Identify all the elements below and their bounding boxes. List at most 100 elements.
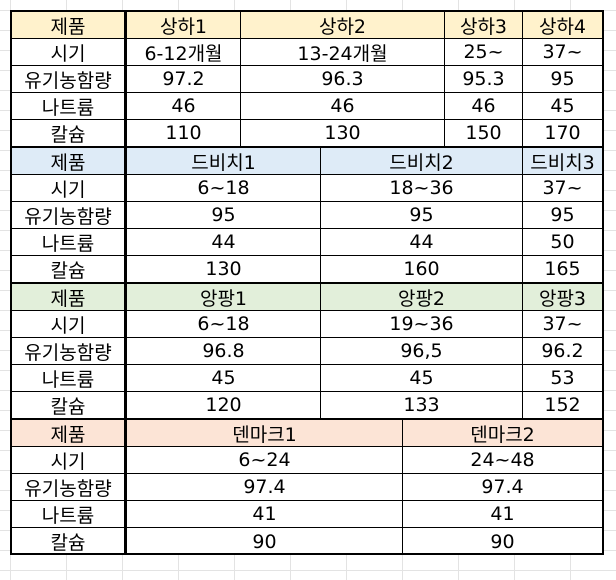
- angpang-calcium-1[interactable]: 120: [126, 392, 320, 418]
- organic-label[interactable]: 유기농함량: [12, 338, 126, 364]
- dbichi-period-row: 시기 6~18 18~36 37~: [12, 175, 602, 202]
- denmark-organic-1[interactable]: 97.4: [126, 474, 402, 500]
- shanghai-organic-row: 유기농함량 97.2 96.3 95.3 95: [12, 66, 602, 93]
- angpang-organic-2[interactable]: 96,5: [320, 338, 522, 364]
- calcium-label[interactable]: 칼슘: [12, 528, 126, 555]
- dbichi-organic-3[interactable]: 95: [522, 202, 602, 228]
- denmark-product-1[interactable]: 덴마크1: [126, 420, 402, 446]
- angpang-calcium-2[interactable]: 133: [320, 392, 522, 418]
- dbichi-organic-1[interactable]: 95: [126, 202, 320, 228]
- angpang-calcium-row: 칼슘 120 133 152: [12, 392, 602, 420]
- dbichi-organic-row: 유기농함량 95 95 95: [12, 202, 602, 229]
- organic-label[interactable]: 유기농함량: [12, 474, 126, 500]
- calcium-label[interactable]: 칼슘: [12, 256, 126, 282]
- denmark-sodium-1[interactable]: 41: [126, 501, 402, 527]
- angpang-product-3[interactable]: 앙팡3: [522, 284, 602, 310]
- dbichi-product-1[interactable]: 드비치1: [126, 148, 320, 174]
- angpang-period-2[interactable]: 19~36: [320, 311, 522, 337]
- shanghai-organic-4[interactable]: 95: [522, 66, 602, 92]
- angpang-sodium-3[interactable]: 53: [522, 365, 602, 391]
- shanghai-period-2[interactable]: 13-24개월: [240, 39, 444, 65]
- shanghai-product-4[interactable]: 상하4: [522, 12, 602, 38]
- shanghai-calcium-4[interactable]: 170: [522, 120, 602, 146]
- dbichi-period-3[interactable]: 37~: [522, 175, 602, 201]
- dbichi-sodium-1[interactable]: 44: [126, 229, 320, 255]
- calcium-label[interactable]: 칼슘: [12, 392, 126, 418]
- dbichi-calcium-3[interactable]: 165: [522, 256, 602, 282]
- angpang-product-1[interactable]: 앙팡1: [126, 284, 320, 310]
- period-label[interactable]: 시기: [12, 447, 126, 473]
- angpang-period-1[interactable]: 6~18: [126, 311, 320, 337]
- denmark-product-2[interactable]: 덴마크2: [402, 420, 602, 446]
- shanghai-sodium-4[interactable]: 45: [522, 93, 602, 119]
- angpang-organic-row: 유기농함량 96.8 96,5 96.2: [12, 338, 602, 365]
- denmark-period-2[interactable]: 24~48: [402, 447, 602, 473]
- dbichi-product-row: 제품 드비치1 드비치2 드비치3: [12, 148, 602, 175]
- shanghai-product-3[interactable]: 상하3: [444, 12, 522, 38]
- denmark-sodium-row: 나트륨 41 41: [12, 501, 602, 528]
- period-label[interactable]: 시기: [12, 311, 126, 337]
- angpang-period-3[interactable]: 37~: [522, 311, 602, 337]
- denmark-sodium-2[interactable]: 41: [402, 501, 602, 527]
- shanghai-sodium-2[interactable]: 46: [240, 93, 444, 119]
- dbichi-sodium-2[interactable]: 44: [320, 229, 522, 255]
- dbichi-product-3[interactable]: 드비치3: [522, 148, 602, 174]
- angpang-sodium-1[interactable]: 45: [126, 365, 320, 391]
- shanghai-calcium-3[interactable]: 150: [444, 120, 522, 146]
- product-label[interactable]: 제품: [12, 284, 126, 310]
- denmark-organic-2[interactable]: 97.4: [402, 474, 602, 500]
- angpang-sodium-row: 나트륨 45 45 53: [12, 365, 602, 392]
- dbichi-product-2[interactable]: 드비치2: [320, 148, 522, 174]
- denmark-period-1[interactable]: 6~24: [126, 447, 402, 473]
- period-label[interactable]: 시기: [12, 175, 126, 201]
- product-label[interactable]: 제품: [12, 420, 126, 446]
- dbichi-sodium-3[interactable]: 50: [522, 229, 602, 255]
- angpang-period-row: 시기 6~18 19~36 37~: [12, 311, 602, 338]
- sodium-label[interactable]: 나트륨: [12, 501, 126, 527]
- organic-label[interactable]: 유기농함량: [12, 66, 126, 92]
- dbichi-sodium-row: 나트륨 44 44 50: [12, 229, 602, 256]
- shanghai-period-3[interactable]: 25~: [444, 39, 522, 65]
- angpang-organic-1[interactable]: 96.8: [126, 338, 320, 364]
- sodium-label[interactable]: 나트륨: [12, 365, 126, 391]
- shanghai-product-1[interactable]: 상하1: [126, 12, 240, 38]
- product-label[interactable]: 제품: [12, 12, 126, 38]
- shanghai-sodium-row: 나트륨 46 46 46 45: [12, 93, 602, 120]
- dbichi-calcium-1[interactable]: 130: [126, 256, 320, 282]
- angpang-product-2[interactable]: 앙팡2: [320, 284, 522, 310]
- dbichi-period-2[interactable]: 18~36: [320, 175, 522, 201]
- shanghai-period-1[interactable]: 6-12개월: [126, 39, 240, 65]
- dbichi-organic-2[interactable]: 95: [320, 202, 522, 228]
- period-label[interactable]: 시기: [12, 39, 126, 65]
- shanghai-product-row: 제품 상하1 상하2 상하3 상하4: [12, 12, 602, 39]
- denmark-calcium-1[interactable]: 90: [126, 528, 402, 555]
- dbichi-calcium-row: 칼슘 130 160 165: [12, 256, 602, 284]
- shanghai-sodium-1[interactable]: 46: [126, 93, 240, 119]
- denmark-calcium-row: 칼슘 90 90: [12, 528, 602, 555]
- angpang-product-row: 제품 앙팡1 앙팡2 앙팡3: [12, 284, 602, 311]
- denmark-organic-row: 유기농함량 97.4 97.4: [12, 474, 602, 501]
- shanghai-period-row: 시기 6-12개월 13-24개월 25~ 37~: [12, 39, 602, 66]
- shanghai-product-2[interactable]: 상하2: [240, 12, 444, 38]
- shanghai-calcium-1[interactable]: 110: [126, 120, 240, 146]
- denmark-period-row: 시기 6~24 24~48: [12, 447, 602, 474]
- dbichi-period-1[interactable]: 6~18: [126, 175, 320, 201]
- shanghai-sodium-3[interactable]: 46: [444, 93, 522, 119]
- shanghai-organic-2[interactable]: 96.3: [240, 66, 444, 92]
- shanghai-organic-3[interactable]: 95.3: [444, 66, 522, 92]
- organic-label[interactable]: 유기농함량: [12, 202, 126, 228]
- shanghai-organic-1[interactable]: 97.2: [126, 66, 240, 92]
- shanghai-calcium-row: 칼슘 110 130 150 170: [12, 120, 602, 148]
- shanghai-period-4[interactable]: 37~: [522, 39, 602, 65]
- sodium-label[interactable]: 나트륨: [12, 229, 126, 255]
- product-label[interactable]: 제품: [12, 148, 126, 174]
- dbichi-calcium-2[interactable]: 160: [320, 256, 522, 282]
- denmark-calcium-2[interactable]: 90: [402, 528, 602, 555]
- angpang-sodium-2[interactable]: 45: [320, 365, 522, 391]
- shanghai-calcium-2[interactable]: 130: [240, 120, 444, 146]
- angpang-calcium-3[interactable]: 152: [522, 392, 602, 418]
- calcium-label[interactable]: 칼슘: [12, 120, 126, 146]
- denmark-product-row: 제품 덴마크1 덴마크2: [12, 420, 602, 447]
- sodium-label[interactable]: 나트륨: [12, 93, 126, 119]
- angpang-organic-3[interactable]: 96.2: [522, 338, 602, 364]
